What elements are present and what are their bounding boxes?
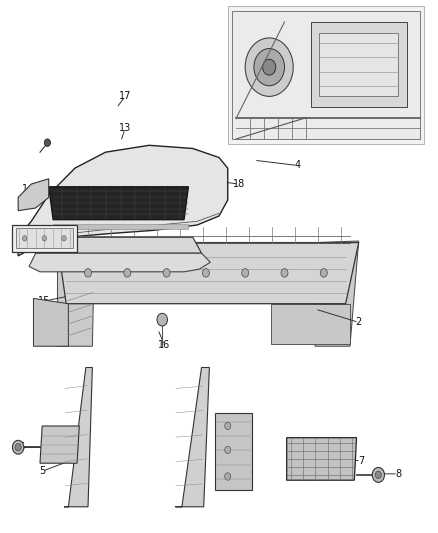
Text: 3: 3	[360, 78, 366, 88]
Text: 16: 16	[158, 340, 170, 350]
Circle shape	[225, 422, 231, 430]
Polygon shape	[53, 224, 188, 229]
Text: 2: 2	[356, 317, 362, 327]
Text: 15: 15	[38, 296, 50, 306]
Polygon shape	[175, 368, 209, 507]
Circle shape	[44, 139, 50, 147]
Polygon shape	[272, 304, 350, 344]
Text: 10: 10	[106, 211, 118, 221]
Circle shape	[320, 269, 327, 277]
Text: 17: 17	[119, 91, 131, 101]
Circle shape	[372, 467, 385, 482]
Circle shape	[254, 49, 285, 86]
Text: 16: 16	[51, 227, 64, 237]
Text: 14: 14	[15, 239, 28, 248]
Text: 6: 6	[18, 442, 25, 452]
Circle shape	[263, 59, 276, 75]
Circle shape	[62, 236, 66, 241]
Polygon shape	[18, 179, 49, 211]
Polygon shape	[215, 413, 252, 490]
Circle shape	[163, 269, 170, 277]
Polygon shape	[315, 241, 359, 346]
Text: 16: 16	[313, 264, 325, 274]
Circle shape	[242, 269, 249, 277]
Circle shape	[12, 440, 24, 454]
Circle shape	[245, 38, 293, 96]
Text: 18: 18	[233, 179, 245, 189]
Polygon shape	[57, 243, 359, 304]
Text: 11: 11	[124, 216, 136, 227]
Circle shape	[42, 236, 46, 241]
Polygon shape	[232, 11, 420, 139]
Polygon shape	[228, 6, 424, 144]
Polygon shape	[287, 438, 357, 480]
Text: 5: 5	[39, 466, 45, 476]
Text: 8: 8	[395, 469, 401, 479]
Polygon shape	[35, 237, 201, 253]
Text: 4: 4	[294, 160, 300, 171]
Circle shape	[22, 236, 27, 241]
Polygon shape	[49, 187, 188, 220]
Circle shape	[124, 269, 131, 277]
Polygon shape	[18, 146, 228, 256]
Circle shape	[225, 473, 231, 480]
Polygon shape	[311, 22, 407, 107]
Polygon shape	[64, 368, 92, 507]
Polygon shape	[33, 298, 68, 346]
Text: 1: 1	[21, 184, 28, 195]
Circle shape	[225, 446, 231, 454]
Text: 13: 13	[119, 123, 131, 133]
Polygon shape	[12, 225, 77, 252]
Text: 9: 9	[89, 200, 95, 211]
Polygon shape	[40, 426, 79, 463]
Polygon shape	[319, 33, 398, 96]
Circle shape	[375, 471, 381, 479]
Circle shape	[85, 269, 92, 277]
Circle shape	[281, 269, 288, 277]
Circle shape	[15, 443, 21, 451]
Text: 7: 7	[358, 456, 364, 465]
Circle shape	[202, 269, 209, 277]
Circle shape	[157, 313, 167, 326]
Polygon shape	[16, 228, 73, 248]
Text: 12: 12	[141, 218, 153, 228]
Polygon shape	[29, 253, 210, 272]
Polygon shape	[57, 237, 95, 346]
